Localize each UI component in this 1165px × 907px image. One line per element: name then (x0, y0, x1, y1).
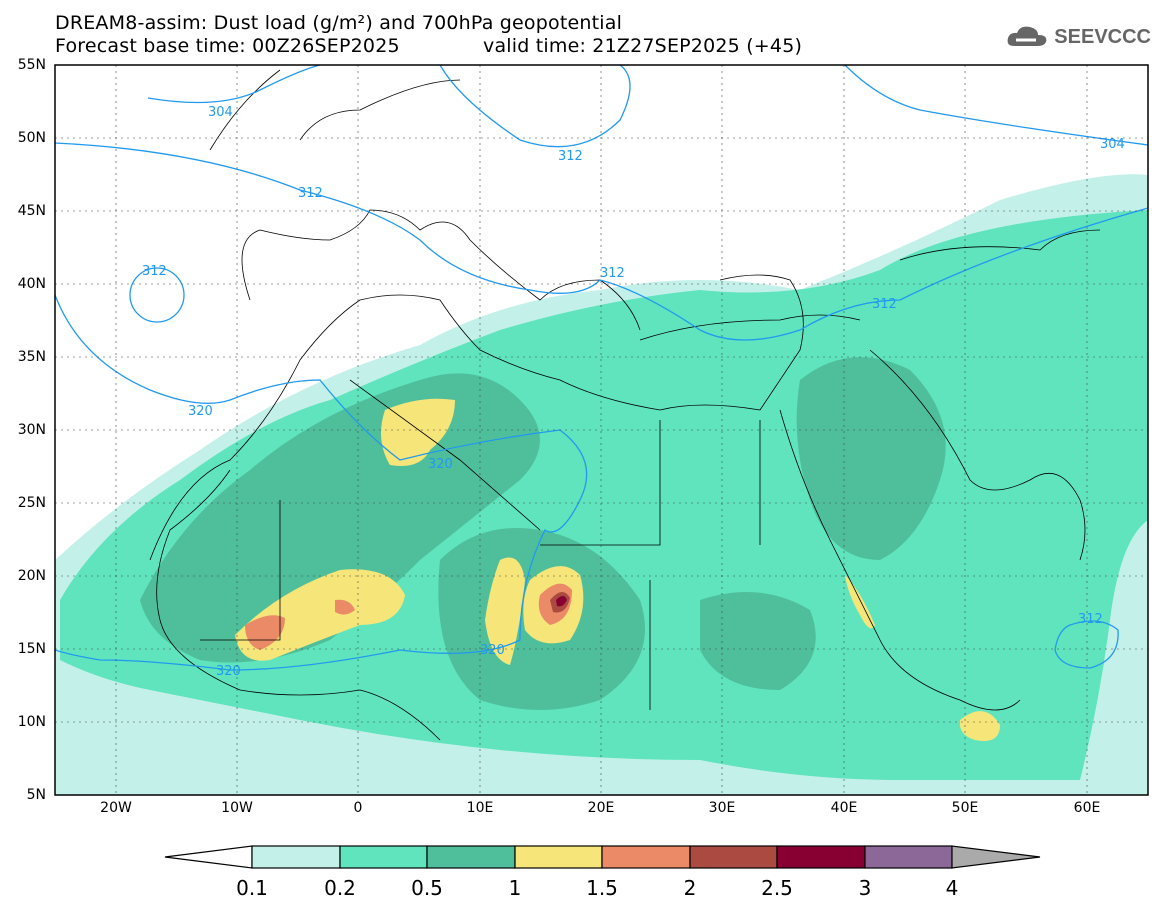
colorbar-tick: 4 (945, 876, 959, 900)
coastlines (149, 69, 1101, 741)
dust-level-2.5 (556, 596, 567, 607)
dust-level-1.5 (335, 599, 355, 615)
colorbar-tick: 1 (508, 876, 522, 900)
forecast-base-time: Forecast base time: 00Z26SEP2025 (55, 35, 400, 57)
lon-label: 30E (708, 800, 736, 816)
gridlines (55, 65, 1148, 795)
lat-label: 55N (17, 57, 46, 73)
colorbar-under-arrow (164, 845, 253, 869)
lon-label: 40E (830, 800, 858, 816)
lon-label: 0 (353, 800, 363, 816)
colorbar-tick: 2 (683, 876, 697, 900)
seevccc-logo: SEEVCCC (1006, 24, 1151, 50)
dust-level-1 (959, 711, 1000, 741)
contour-label: 320 (188, 404, 213, 419)
chart-title: DREAM8-assim: Dust load (g/m²) and 700hP… (55, 12, 623, 34)
contour-label: 312 (298, 186, 323, 201)
lat-label: 5N (26, 787, 46, 803)
lon-label: 10E (466, 800, 494, 816)
contour-label: 304 (208, 105, 233, 120)
lat-label: 20N (17, 568, 46, 584)
contour-label: 320 (480, 643, 505, 658)
contour-labels: 304 312 312 312 312 312 304 320 320 320 … (142, 105, 1125, 679)
geopotential-contours (55, 65, 1148, 671)
colorbar-tick: 3 (858, 876, 872, 900)
lon-label: 50E (951, 800, 979, 816)
lat-label: 15N (17, 641, 46, 657)
lat-label: 30N (17, 422, 46, 438)
contour-label: 312 (1078, 612, 1103, 627)
logo-text: SEEVCCC (1054, 25, 1151, 48)
colorbar-bin (339, 845, 428, 869)
colorbar-bin (864, 845, 953, 869)
colorbar-bin (251, 845, 341, 869)
colorbar-tick: 0.1 (236, 876, 268, 900)
cloud-icon (1007, 26, 1047, 46)
colorbar-tick: 1.5 (586, 876, 618, 900)
lat-label: 50N (17, 130, 46, 146)
contour-label: 312 (872, 297, 897, 312)
colorbar-bin (514, 845, 603, 869)
lat-label: 35N (17, 349, 46, 365)
lat-label: 25N (17, 495, 46, 511)
colorbar (164, 845, 1041, 869)
lon-label: 20E (587, 800, 615, 816)
valid-time: valid time: 21Z27SEP2025 (+45) (483, 35, 803, 57)
lon-label: 60E (1073, 800, 1101, 816)
colorbar-bin (689, 845, 778, 869)
lat-label: 40N (17, 276, 46, 292)
colorbar-bin (601, 845, 691, 869)
dust-level-1 (485, 557, 525, 665)
contour-label: 320 (428, 457, 453, 472)
contour-label: 312 (600, 266, 625, 281)
colorbar-tick: 0.5 (411, 876, 443, 900)
colorbar-tick: 2.5 (761, 876, 793, 900)
contour-label: 304 (1100, 137, 1125, 152)
contour-label: 312 (558, 149, 583, 164)
lon-label: 20W (100, 800, 132, 816)
contour-label: 320 (216, 664, 241, 679)
colorbar-bin (426, 845, 516, 869)
contour-label: 312 (142, 264, 167, 279)
colorbar-over-arrow (951, 845, 1041, 869)
colorbar-tick: 0.2 (324, 876, 356, 900)
lat-label: 10N (17, 714, 46, 730)
dust-level-0.5 (796, 357, 946, 560)
lat-label: 45N (17, 203, 46, 219)
colorbar-bin (776, 845, 866, 869)
dust-level-0.5 (700, 592, 816, 690)
dust-field (55, 174, 1148, 795)
dust-level-1.5 (245, 615, 285, 650)
map-frame (54, 64, 1149, 796)
lon-label: 10W (221, 800, 253, 816)
